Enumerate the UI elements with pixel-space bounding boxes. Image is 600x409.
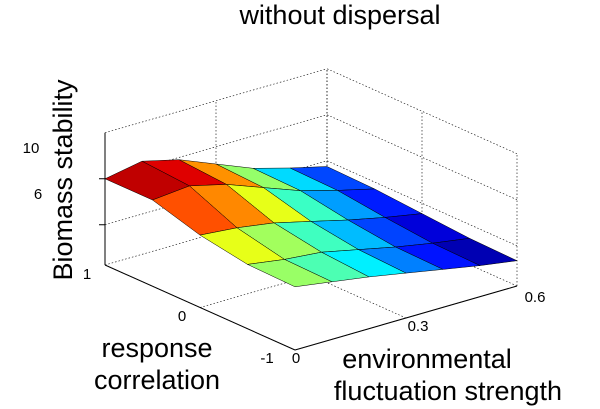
- y-axis-label-line-1: response: [101, 333, 212, 363]
- y-axis-label-line-2: correlation: [94, 365, 220, 395]
- y-tick-label: -1: [260, 350, 273, 367]
- x-tick-label: 0.3: [408, 318, 429, 335]
- z-tick-label: 6: [34, 186, 42, 203]
- wall-grid-line: [104, 68, 328, 134]
- surface-plot: [104, 159, 518, 288]
- x-tick-label: 0.6: [525, 289, 546, 306]
- x-axis-label-line-1: environmental: [342, 344, 512, 374]
- x-axis-line: [294, 285, 518, 351]
- z-axis-label: Biomass stability: [48, 79, 78, 281]
- y-tick-label: 0: [178, 308, 186, 325]
- chart-title: without dispersal: [238, 0, 440, 30]
- z-tick-label: 10: [23, 140, 40, 157]
- y-axis-line: [104, 264, 296, 351]
- x-axis-label-line-2: fluctuation strength: [334, 376, 562, 406]
- surface-patch: [246, 259, 333, 288]
- y-tick-label: 1: [83, 266, 91, 283]
- x-tick-label: 0: [292, 350, 300, 367]
